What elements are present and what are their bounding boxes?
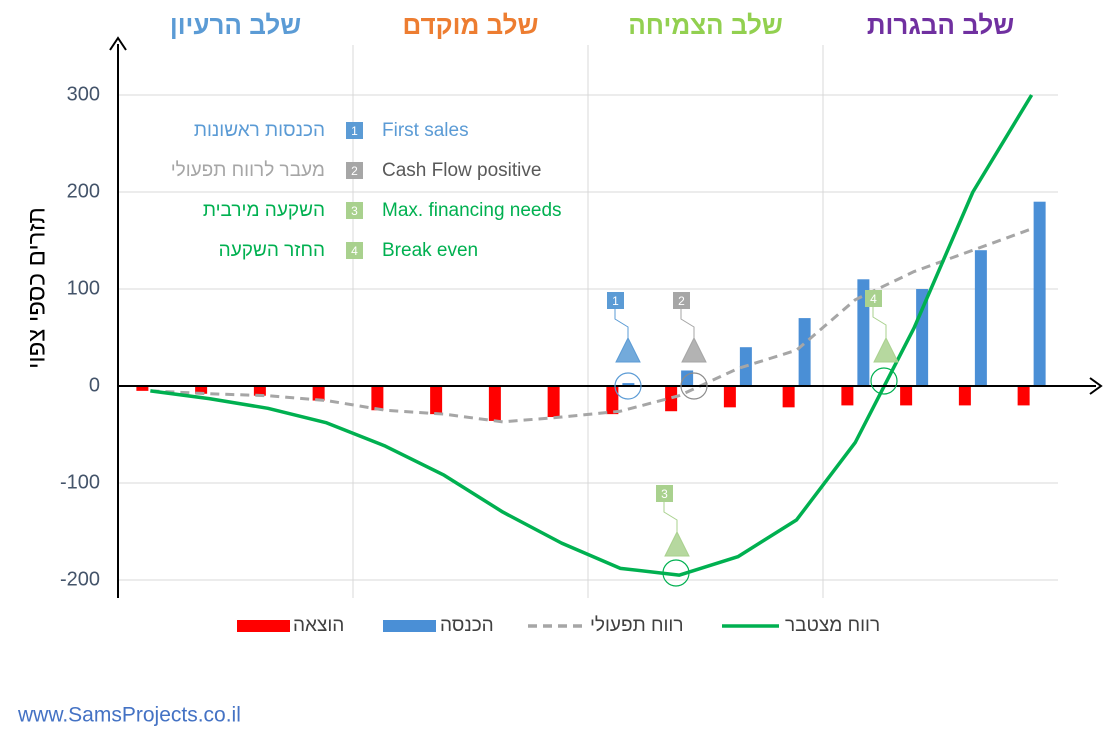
milestone-label: הכנסות ראשונות — [194, 120, 325, 141]
phase-title: שלב הבגרות — [867, 10, 1014, 40]
legend-label: הוצאה — [293, 615, 344, 636]
bar — [1017, 386, 1030, 406]
bar — [900, 386, 913, 406]
milestone-triangle — [873, 336, 899, 363]
line — [150, 227, 1033, 424]
milestone-badge — [865, 290, 882, 307]
milestone-circle — [680, 372, 708, 400]
milestone-label-en: First sales — [382, 120, 469, 141]
x-axis-arrow — [1089, 377, 1103, 395]
bar — [430, 386, 443, 415]
y-axis-label: תזרים כספי צפוי — [23, 207, 50, 369]
milestone-leader — [680, 301, 695, 338]
milestone-badge — [346, 242, 363, 259]
y-tick-label: 200 — [67, 180, 100, 202]
bar — [782, 386, 795, 408]
milestone-circle — [614, 372, 642, 400]
milestone-badge — [673, 292, 690, 309]
legend-swatch — [237, 620, 290, 632]
bar — [958, 386, 971, 406]
milestone-number: 4 — [870, 292, 877, 306]
milestone-badge — [346, 122, 363, 139]
milestone-label-en: Cash Flow positive — [382, 160, 541, 181]
footer-link[interactable]: www.SamsProjects.co.il — [17, 704, 241, 727]
bar — [606, 386, 619, 415]
milestone-badge — [346, 202, 363, 219]
milestone-number: 3 — [351, 204, 358, 218]
milestone-number: 3 — [661, 487, 668, 501]
legend-label: הכנסה — [440, 615, 494, 636]
milestone-label-en: Break even — [382, 240, 478, 261]
milestone-badge — [346, 162, 363, 179]
milestone-label: החזר השקעה — [219, 240, 325, 261]
milestone-label-en: Max. financing needs — [382, 200, 562, 221]
milestone-leader — [663, 494, 678, 532]
milestone-triangle — [615, 336, 641, 363]
bar — [974, 250, 987, 386]
bar — [312, 386, 325, 401]
milestone-badge — [607, 292, 624, 309]
milestone-number: 4 — [351, 244, 358, 258]
bar — [488, 386, 501, 421]
bar — [798, 318, 811, 386]
phase-title: שלב מוקדם — [403, 10, 539, 40]
y-tick-label: -100 — [60, 471, 100, 493]
milestone-circle — [870, 367, 898, 395]
bar — [371, 386, 384, 411]
bar — [253, 386, 266, 396]
milestone-leader — [614, 301, 629, 338]
milestone-triangle — [664, 530, 690, 557]
phase-title: שלב הצמיחה — [628, 10, 783, 40]
milestone-leader — [872, 299, 887, 338]
bar — [681, 370, 694, 386]
bar — [622, 383, 635, 386]
bar — [665, 386, 678, 412]
legend-label: רווח תפעולי — [590, 615, 684, 636]
milestone-number: 1 — [351, 124, 358, 138]
milestone-number: 2 — [351, 164, 358, 178]
milestone-circle — [662, 559, 690, 587]
bar — [136, 386, 149, 391]
milestone-badge — [656, 485, 673, 502]
y-tick-label: 100 — [67, 277, 100, 299]
y-tick-label: -200 — [60, 568, 100, 590]
milestone-label: השקעה מירבית — [203, 200, 325, 221]
bar — [723, 386, 736, 408]
legend-label: רווח מצטבר — [785, 615, 880, 636]
bar — [195, 386, 208, 394]
milestone-label: מעבר לרווח תפעולי — [171, 160, 325, 181]
bar — [841, 386, 854, 406]
phase-title: שלב הרעיון — [170, 10, 301, 40]
bar — [1033, 201, 1046, 386]
milestone-number: 1 — [612, 294, 619, 308]
milestone-triangle — [681, 336, 707, 363]
milestone-number: 2 — [678, 294, 685, 308]
y-tick-label: 0 — [89, 374, 100, 396]
bar — [547, 386, 560, 418]
y-tick-label: 300 — [67, 83, 100, 105]
y-axis-arrow — [109, 36, 127, 51]
legend-swatch — [383, 620, 436, 632]
